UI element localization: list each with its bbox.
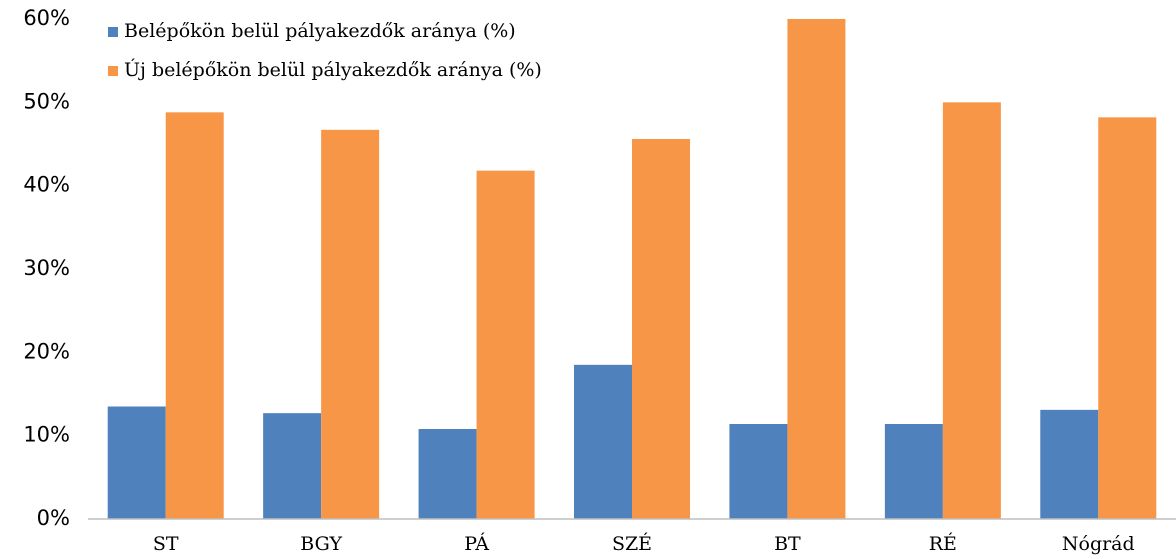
bar [787,19,846,519]
bar [729,424,788,519]
bar [476,170,535,519]
x-tick-label: BT [774,533,801,555]
y-tick-label: 30% [23,256,70,280]
legend-label: Belépőkön belül pályakezdők aránya (%) [124,20,516,42]
x-tick-label: RÉ [929,532,957,555]
x-tick-label: SZÉ [612,532,652,555]
bar [1040,409,1099,519]
y-tick-label: 0% [37,506,70,530]
legend-swatch [108,27,118,37]
x-tick-label: PÁ [464,532,489,555]
legend-label: Új belépőkön belül pályakezdők aránya (%… [124,58,542,81]
bar [321,129,380,520]
bar [942,102,1001,519]
y-tick-label: 40% [23,173,70,197]
x-tick-label: BGY [300,533,342,555]
y-tick-label: 10% [23,423,70,447]
bar [632,139,690,519]
y-tick-label: 20% [23,339,70,363]
y-tick-label: 50% [23,89,70,113]
legend-swatch [108,66,118,76]
bar [107,406,166,519]
bar [884,424,943,519]
y-tick-label: 60% [23,6,70,30]
bar [418,429,477,519]
bar [263,413,322,519]
bar [1098,117,1157,519]
x-tick-label: Nógrád [1062,533,1135,555]
bar [165,112,224,519]
bar [574,364,632,519]
x-tick-label: ST [153,533,179,555]
